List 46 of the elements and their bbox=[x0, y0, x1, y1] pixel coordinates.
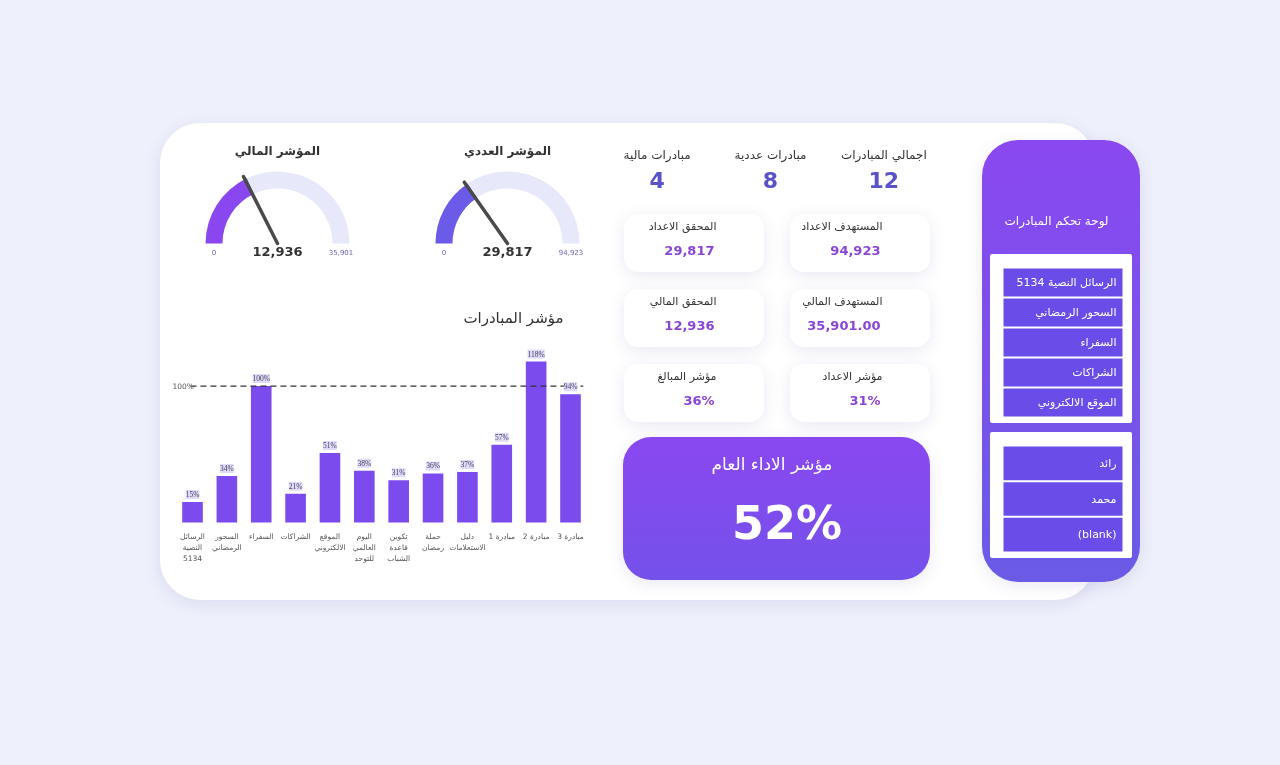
data-label: 29,817 bbox=[664, 243, 715, 258]
category-label: محمد bbox=[1091, 492, 1117, 506]
data-label: 36% bbox=[683, 393, 715, 408]
data-label: 94,923 bbox=[830, 243, 881, 258]
bar bbox=[491, 444, 513, 523]
text: لوحة تحكم المبادرات bbox=[1004, 213, 1109, 229]
bar bbox=[354, 470, 375, 523]
category-label: (blank) bbox=[1077, 528, 1117, 542]
category-label: المحقق المالي bbox=[649, 295, 717, 309]
category-label: المحقق الاعداد bbox=[648, 220, 717, 234]
data-label: 31% bbox=[849, 393, 881, 408]
data-label: 52% bbox=[731, 495, 843, 550]
bar bbox=[422, 473, 444, 523]
text: 12,936 bbox=[252, 244, 303, 259]
bar bbox=[285, 493, 306, 523]
bar bbox=[560, 394, 581, 523]
bar bbox=[182, 502, 203, 523]
data-label: 12,936 bbox=[664, 318, 715, 333]
category-label: مؤشر الاعداد bbox=[822, 370, 883, 383]
bar bbox=[525, 361, 547, 523]
data-label: 4 bbox=[649, 167, 665, 193]
bar bbox=[457, 472, 478, 523]
category-label: الشراكات bbox=[1072, 366, 1117, 379]
data-label: 12 bbox=[868, 167, 900, 193]
category-label: الرسائل النصية 5134 bbox=[1016, 276, 1117, 289]
category-label: المستهدف المالي bbox=[802, 295, 883, 308]
chart-title: المؤشر المالي bbox=[234, 143, 321, 159]
bar bbox=[250, 386, 272, 523]
category-label: السحور الرمضاني bbox=[1035, 306, 1117, 319]
category-label: الموقع الالكتروني bbox=[1037, 396, 1117, 409]
data-label: 35,901.00 bbox=[807, 318, 881, 333]
text: مؤشر الاداء العام bbox=[711, 453, 833, 474]
category-label: مؤشر المبالغ bbox=[657, 370, 717, 383]
category-label: المستهدف الاعداد bbox=[801, 220, 883, 233]
bar bbox=[319, 452, 341, 523]
category-label: السفراء bbox=[1080, 336, 1117, 349]
bar bbox=[216, 476, 238, 523]
text: 29,817 bbox=[482, 244, 533, 259]
category-label: مبادرات مالية bbox=[623, 147, 691, 163]
category-label: رائد bbox=[1099, 456, 1117, 470]
category-label: مبادرات عددية bbox=[734, 147, 807, 163]
data-label: 8 bbox=[762, 167, 779, 193]
category-label: اجمالي المبادرات bbox=[840, 147, 927, 163]
bar bbox=[388, 480, 409, 523]
chart-title: المؤشر العددي bbox=[463, 143, 552, 159]
chart-title: مؤشر المبادرات bbox=[463, 308, 564, 327]
